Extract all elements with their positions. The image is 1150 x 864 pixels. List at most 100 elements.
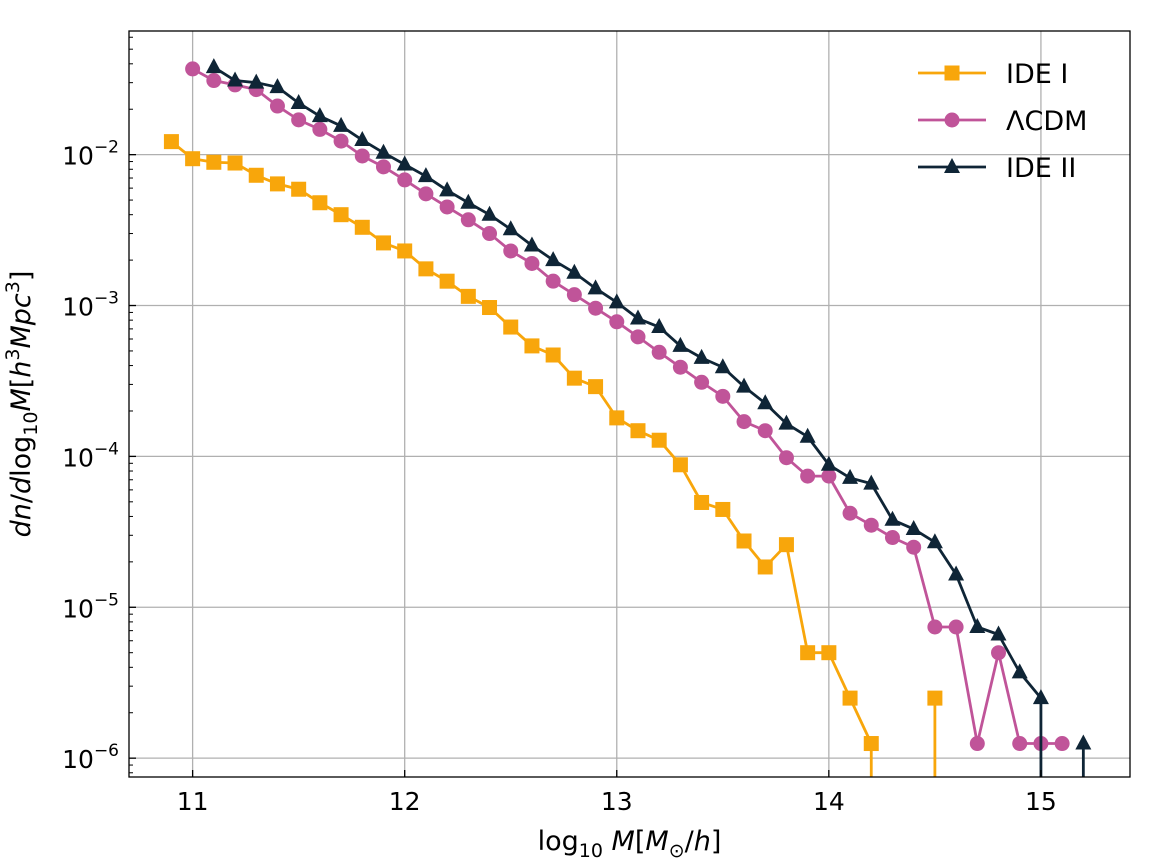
data-point [588, 300, 604, 316]
data-point [630, 423, 646, 439]
data-point [333, 207, 349, 223]
data-point [608, 293, 625, 309]
data-point [503, 243, 519, 259]
x-tick-label: 14 [813, 787, 845, 816]
data-point [863, 736, 879, 752]
data-point [736, 377, 753, 393]
series-ide-i [163, 134, 943, 777]
data-point [206, 73, 222, 89]
legend-marker [944, 158, 960, 173]
y-tick-label: 10−6 [62, 741, 119, 774]
data-point [715, 501, 731, 517]
data-point [629, 309, 646, 325]
legend-marker [944, 65, 960, 81]
data-point [884, 510, 901, 526]
data-point [417, 167, 434, 183]
data-point [460, 288, 476, 304]
data-point [439, 199, 455, 215]
data-point [778, 414, 795, 430]
legend-label: IDE I [1006, 59, 1068, 90]
data-point [545, 251, 562, 267]
data-point [269, 78, 286, 94]
legend-item-ide-ii: IDE II [918, 153, 1076, 184]
data-point [715, 388, 731, 404]
data-point [927, 619, 943, 635]
data-point [842, 690, 858, 706]
data-point [375, 159, 391, 175]
data-point [672, 457, 688, 473]
data-point [821, 468, 837, 484]
data-point [842, 505, 858, 521]
data-point [503, 319, 519, 335]
data-point [948, 565, 965, 581]
data-point [227, 155, 243, 171]
data-point [269, 98, 285, 114]
x-tick-label: 12 [389, 787, 421, 816]
data-point [609, 314, 625, 330]
ticks: 11 12 13 14 15 10−6 10−5 10−4 10−3 10−2 [62, 36, 1057, 816]
data-point [672, 359, 688, 375]
data-point [185, 61, 201, 77]
data-point [969, 736, 985, 752]
legend-item-ide-i: IDE I [918, 59, 1068, 90]
data-point [248, 167, 264, 183]
data-point [523, 236, 540, 252]
data-point [1054, 736, 1070, 752]
data-point [757, 423, 773, 439]
series-cdm [185, 61, 1070, 752]
data-point [439, 181, 456, 197]
data-point [757, 559, 773, 575]
data-point [333, 133, 349, 149]
data-point [693, 348, 710, 364]
data-point [248, 73, 265, 89]
data-point [884, 530, 900, 546]
data-point [1011, 663, 1028, 679]
legend-item-cdm: ΛCDM [918, 106, 1087, 137]
data-point [227, 71, 244, 87]
data-point [778, 537, 794, 553]
data-point [651, 344, 667, 360]
data-point [799, 427, 816, 443]
data-point [375, 143, 392, 159]
x-tick-label: 13 [601, 787, 633, 816]
data-point [185, 151, 201, 167]
data-point [926, 533, 943, 549]
data-point [609, 410, 625, 426]
axes-frame [128, 30, 1131, 778]
data-point [927, 690, 943, 706]
data-point [545, 273, 561, 289]
x-tick-label: 15 [1025, 787, 1057, 816]
data-point [948, 619, 964, 635]
data-point [630, 329, 646, 345]
data-point [672, 336, 689, 352]
data-point [694, 374, 710, 390]
data-point [460, 212, 476, 228]
data-point [524, 338, 540, 354]
data-point [694, 494, 710, 510]
series-ide-ii [205, 58, 1092, 777]
data-point [714, 358, 731, 374]
data-point [863, 517, 879, 533]
data-point [736, 533, 752, 549]
y-tick-label: 10−5 [62, 590, 119, 623]
legend-label: IDE II [1006, 153, 1076, 184]
series-line [213, 65, 1043, 700]
data-point [778, 450, 794, 466]
x-tick-label: 11 [177, 787, 209, 816]
data-point [821, 645, 837, 661]
data-point [333, 116, 350, 132]
plot-frame [128, 30, 1131, 778]
data-point [566, 287, 582, 303]
data-point [990, 625, 1007, 641]
y-tick-label: 10−3 [62, 289, 119, 322]
data-point [1012, 736, 1028, 752]
y-axis-label: dn/dlog10M[h3Mpc3] [2, 271, 42, 538]
data-point [1075, 734, 1092, 750]
data-point [291, 181, 307, 197]
data-point [354, 219, 370, 235]
data-point [566, 370, 582, 386]
data-point [439, 273, 455, 289]
data-point [651, 318, 668, 334]
data-point [397, 243, 413, 259]
